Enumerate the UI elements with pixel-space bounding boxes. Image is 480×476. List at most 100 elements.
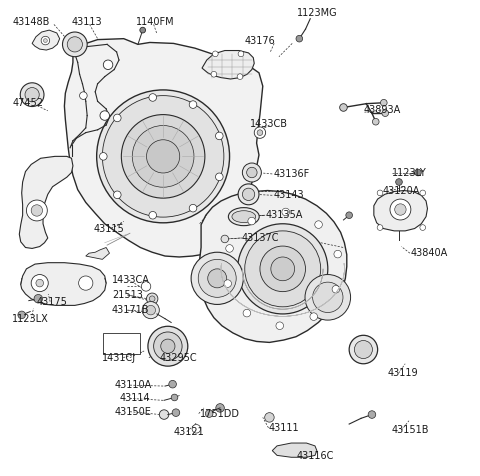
- Circle shape: [20, 83, 44, 107]
- Circle shape: [276, 322, 284, 329]
- Polygon shape: [202, 50, 254, 79]
- Circle shape: [211, 71, 217, 77]
- Circle shape: [349, 335, 378, 364]
- Circle shape: [44, 39, 48, 42]
- Circle shape: [242, 188, 255, 200]
- Circle shape: [395, 204, 406, 215]
- Circle shape: [238, 224, 328, 314]
- Circle shape: [396, 178, 402, 185]
- Text: 1140FM: 1140FM: [135, 17, 174, 27]
- Text: 43171B: 43171B: [112, 305, 149, 315]
- Circle shape: [113, 191, 121, 198]
- Circle shape: [18, 311, 25, 319]
- Text: 43114: 43114: [120, 394, 151, 404]
- Text: 1433CA: 1433CA: [112, 275, 150, 285]
- Circle shape: [102, 96, 224, 217]
- Circle shape: [191, 252, 243, 305]
- Text: 43111: 43111: [268, 423, 299, 433]
- Circle shape: [149, 296, 155, 302]
- Circle shape: [79, 276, 93, 290]
- Circle shape: [159, 410, 169, 419]
- Circle shape: [242, 163, 261, 182]
- Circle shape: [377, 190, 383, 196]
- Circle shape: [96, 90, 229, 223]
- Circle shape: [41, 36, 50, 45]
- Circle shape: [192, 425, 201, 433]
- Circle shape: [171, 394, 178, 401]
- Circle shape: [415, 169, 421, 176]
- Polygon shape: [32, 30, 60, 50]
- Circle shape: [257, 130, 263, 136]
- Circle shape: [189, 101, 197, 109]
- Circle shape: [315, 221, 323, 228]
- Polygon shape: [374, 190, 428, 231]
- Polygon shape: [64, 39, 263, 257]
- Polygon shape: [200, 190, 347, 342]
- Circle shape: [271, 257, 295, 281]
- Circle shape: [238, 184, 259, 205]
- Circle shape: [80, 92, 87, 99]
- Circle shape: [420, 225, 426, 230]
- Circle shape: [161, 339, 175, 353]
- Circle shape: [390, 199, 411, 220]
- Circle shape: [208, 269, 227, 288]
- Text: 1123LY: 1123LY: [392, 168, 427, 178]
- Circle shape: [340, 104, 347, 111]
- Text: 43120A: 43120A: [383, 187, 420, 197]
- Text: 43150E: 43150E: [114, 407, 151, 416]
- Text: 47452: 47452: [12, 98, 43, 108]
- Circle shape: [221, 235, 228, 243]
- Circle shape: [189, 204, 197, 212]
- Circle shape: [141, 282, 151, 291]
- Polygon shape: [21, 263, 106, 306]
- Circle shape: [146, 140, 180, 173]
- Circle shape: [243, 309, 251, 317]
- Circle shape: [332, 286, 340, 293]
- Circle shape: [146, 293, 158, 305]
- Text: 43176: 43176: [245, 36, 276, 46]
- Text: 43151B: 43151B: [392, 425, 430, 435]
- Text: 43135A: 43135A: [265, 210, 302, 220]
- Circle shape: [381, 99, 387, 106]
- Text: 43143: 43143: [273, 190, 304, 200]
- Text: 43175: 43175: [37, 297, 68, 307]
- Circle shape: [264, 413, 274, 422]
- Circle shape: [224, 280, 231, 288]
- Polygon shape: [86, 248, 109, 259]
- Text: 1431CJ: 1431CJ: [102, 353, 136, 363]
- Circle shape: [62, 32, 87, 57]
- Circle shape: [305, 275, 350, 320]
- Circle shape: [216, 173, 223, 180]
- Circle shape: [205, 410, 213, 417]
- Circle shape: [237, 74, 243, 79]
- Circle shape: [198, 259, 236, 298]
- Circle shape: [149, 94, 156, 101]
- Circle shape: [334, 250, 342, 258]
- Text: 43113: 43113: [72, 17, 102, 27]
- Text: 43295C: 43295C: [159, 353, 197, 363]
- Circle shape: [312, 282, 343, 313]
- Text: 43116C: 43116C: [297, 451, 335, 461]
- Circle shape: [140, 27, 145, 33]
- Ellipse shape: [228, 208, 259, 226]
- Text: 43121: 43121: [174, 426, 204, 436]
- Circle shape: [254, 127, 265, 139]
- Circle shape: [245, 231, 321, 307]
- Circle shape: [100, 111, 109, 120]
- Circle shape: [172, 409, 180, 416]
- Polygon shape: [272, 443, 317, 457]
- Circle shape: [247, 167, 257, 178]
- Circle shape: [34, 295, 43, 303]
- Circle shape: [248, 217, 255, 225]
- Text: 43137C: 43137C: [241, 233, 279, 243]
- Text: 43110A: 43110A: [114, 380, 152, 390]
- FancyBboxPatch shape: [103, 333, 140, 354]
- Circle shape: [142, 302, 159, 319]
- Text: 43893A: 43893A: [363, 105, 401, 115]
- Circle shape: [420, 190, 426, 196]
- Circle shape: [25, 88, 39, 102]
- Text: 43115: 43115: [94, 224, 125, 234]
- Circle shape: [121, 115, 205, 198]
- Circle shape: [216, 404, 224, 412]
- Text: 43136F: 43136F: [273, 169, 310, 179]
